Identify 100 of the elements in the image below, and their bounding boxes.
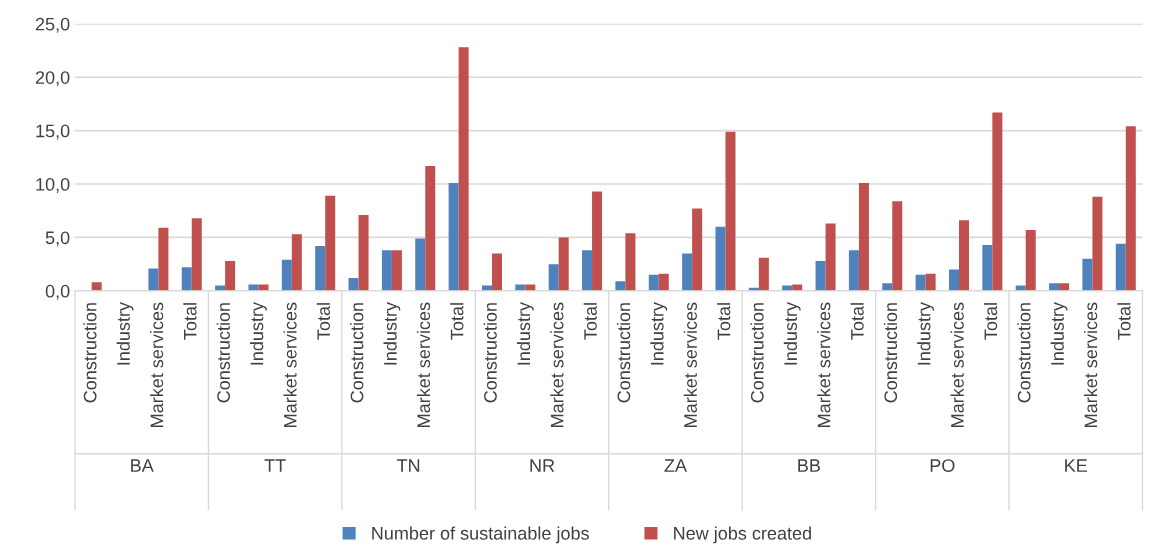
bar bbox=[1059, 283, 1070, 291]
bar bbox=[1115, 243, 1126, 291]
bar bbox=[548, 264, 559, 291]
bar bbox=[291, 234, 302, 291]
bar bbox=[725, 131, 736, 291]
bar bbox=[882, 283, 893, 291]
bar bbox=[558, 237, 569, 291]
x-tick-label: Total bbox=[1117, 303, 1131, 340]
bar bbox=[191, 218, 202, 291]
bar bbox=[815, 260, 826, 291]
text: TT bbox=[264, 459, 286, 472]
bar bbox=[415, 238, 426, 291]
bar bbox=[448, 182, 459, 291]
bar bbox=[1092, 196, 1103, 291]
bar bbox=[225, 260, 236, 291]
bar bbox=[391, 250, 402, 291]
bar bbox=[281, 259, 292, 291]
x-tick-label: Industry bbox=[383, 301, 401, 365]
x-tick-label: Industry bbox=[1050, 301, 1068, 365]
x-tick-label: Total bbox=[717, 303, 731, 340]
x-tick-label: Construction bbox=[483, 303, 497, 403]
x-tick-label: Total bbox=[450, 303, 464, 340]
bar bbox=[148, 268, 159, 291]
bar bbox=[1049, 283, 1060, 291]
bar bbox=[925, 273, 936, 291]
text: BA bbox=[131, 459, 154, 472]
bar bbox=[1025, 229, 1036, 291]
x-tick-label: Construction bbox=[83, 303, 97, 403]
bar bbox=[381, 250, 392, 291]
bar bbox=[615, 281, 626, 291]
bar bbox=[425, 165, 436, 291]
bar bbox=[625, 233, 636, 291]
bar bbox=[458, 47, 469, 291]
x-tick-label: Construction bbox=[883, 303, 898, 403]
bar bbox=[715, 226, 726, 291]
x-tick-label: Market services bbox=[683, 302, 697, 427]
bar bbox=[958, 220, 969, 291]
x-tick-label: Market services bbox=[817, 302, 831, 427]
bar bbox=[1125, 126, 1136, 291]
legend-label: Number of sustainable jobs bbox=[372, 526, 589, 544]
bar bbox=[915, 274, 926, 291]
x-tick-label: Total bbox=[183, 303, 197, 340]
y-tick-label: 5,0 bbox=[45, 231, 70, 247]
bar bbox=[1082, 258, 1093, 291]
x-tick-label: Market services bbox=[149, 302, 164, 427]
bar bbox=[948, 269, 959, 291]
x-tick-label: Market services bbox=[1084, 302, 1098, 427]
text: TN bbox=[396, 459, 420, 472]
bar bbox=[892, 201, 903, 291]
x-tick-label: Construction bbox=[1017, 303, 1031, 403]
bar bbox=[348, 278, 359, 291]
bar bbox=[158, 227, 169, 291]
bar bbox=[248, 284, 259, 291]
x-tick-label: Industry bbox=[250, 301, 267, 365]
bar bbox=[758, 257, 769, 291]
text: PO bbox=[930, 459, 955, 472]
x-tick-label: Construction bbox=[350, 303, 364, 403]
y-tick-label: 20,0 bbox=[35, 71, 70, 87]
bar bbox=[792, 284, 803, 291]
text: NR bbox=[530, 459, 555, 472]
bar bbox=[525, 284, 536, 291]
bar bbox=[592, 191, 603, 291]
bar bbox=[358, 215, 369, 291]
bar bbox=[181, 267, 192, 291]
x-tick-label: Total bbox=[983, 303, 998, 340]
y-tick-label: 15,0 bbox=[36, 124, 70, 140]
bar bbox=[315, 245, 326, 291]
bar bbox=[992, 112, 1003, 291]
bar bbox=[648, 274, 659, 291]
x-tick-label: Industry bbox=[516, 301, 534, 365]
bar bbox=[325, 195, 336, 291]
x-tick-label: Industry bbox=[116, 301, 134, 365]
x-tick-label: Construction bbox=[216, 303, 230, 403]
x-tick-label: Market services bbox=[283, 302, 297, 427]
x-tick-label: Industry bbox=[783, 301, 801, 365]
bar bbox=[825, 223, 836, 291]
bar bbox=[692, 208, 703, 291]
x-tick-label: Construction bbox=[750, 303, 764, 403]
legend-label: New jobs created bbox=[674, 526, 811, 544]
bar bbox=[858, 182, 869, 291]
text: KE bbox=[1065, 459, 1088, 472]
text: BB bbox=[798, 459, 820, 472]
x-tick-label: Industry bbox=[917, 301, 935, 365]
x-tick-label: Market services bbox=[416, 302, 431, 427]
x-tick-label: Total bbox=[316, 303, 331, 340]
y-tick-label: 0,0 bbox=[45, 284, 70, 300]
bar bbox=[91, 282, 102, 291]
bar bbox=[582, 250, 593, 291]
x-tick-label: Total bbox=[583, 303, 597, 340]
bar bbox=[515, 284, 526, 291]
x-tick-label: Construction bbox=[617, 303, 631, 403]
y-tick-label: 10,0 bbox=[36, 177, 70, 193]
x-tick-label: Market services bbox=[950, 302, 964, 427]
bar bbox=[682, 253, 693, 291]
bar bbox=[658, 273, 669, 291]
x-tick-label: Industry bbox=[650, 301, 668, 365]
bar bbox=[982, 244, 993, 291]
bar bbox=[258, 284, 269, 291]
x-tick-label: Market services bbox=[550, 302, 564, 427]
bar bbox=[491, 253, 502, 291]
